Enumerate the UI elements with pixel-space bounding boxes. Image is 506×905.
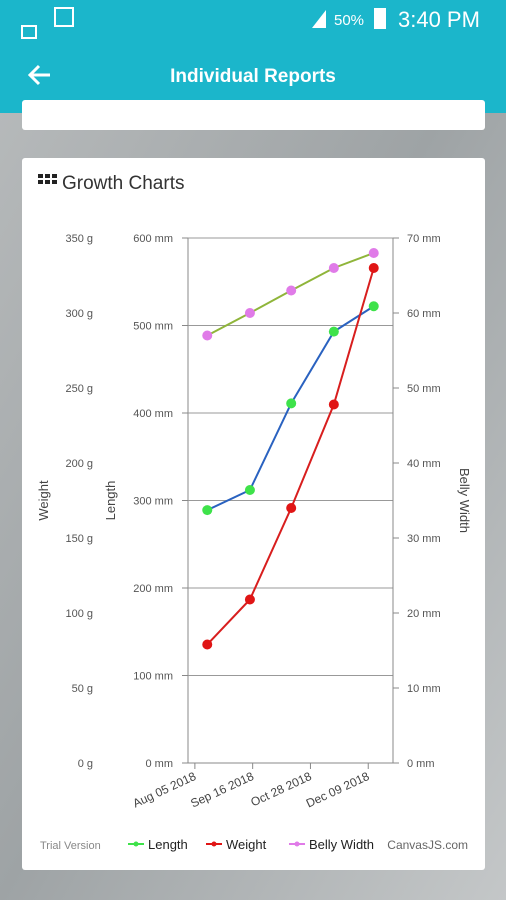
- y-tick-label: 0 g: [78, 758, 93, 770]
- y-tick-label: 100 g: [65, 608, 93, 620]
- card: [22, 100, 485, 130]
- y-tick-label: 10 mm: [407, 683, 441, 695]
- data-point: [286, 503, 297, 513]
- legend-swatch: [294, 841, 300, 847]
- data-point: [244, 308, 255, 318]
- y-tick-label: 20 mm: [407, 608, 441, 620]
- data-point: [286, 285, 297, 296]
- y-tick-label: 500 mm: [133, 321, 173, 333]
- y-tick-label: 50 g: [72, 683, 93, 695]
- y-tick-label: 70 mm: [407, 233, 441, 245]
- legend-label: Belly Width: [309, 837, 374, 852]
- battery-icon: [374, 8, 386, 29]
- y-tick-label: 30 mm: [407, 533, 441, 545]
- legend-swatch: [211, 841, 217, 847]
- y-tick-label: 0 mm: [407, 758, 435, 770]
- card-title: Growth Charts: [62, 173, 184, 194]
- signal-icon: [312, 10, 326, 28]
- y-tick-label: 300 g: [65, 308, 93, 320]
- y-tick-label: 400 mm: [133, 408, 173, 420]
- clock: 3:40 PM: [398, 7, 480, 32]
- data-point: [328, 263, 339, 273]
- data-point: [368, 248, 379, 258]
- status-icon: [21, 25, 37, 39]
- credit: CanvasJS.com: [387, 838, 468, 852]
- data-point: [328, 326, 339, 337]
- grid-icon: [38, 174, 57, 184]
- back-button[interactable]: [27, 64, 50, 86]
- y-tick-label: 50 mm: [407, 383, 441, 395]
- axis-title: Length: [103, 481, 118, 521]
- y-tick-label: 350 g: [65, 233, 93, 245]
- legend-label: Weight: [226, 837, 267, 852]
- y-tick-label: 150 g: [65, 533, 93, 545]
- data-point: [368, 263, 379, 273]
- credit: Trial Version: [40, 840, 101, 852]
- battery-text: 50%: [334, 12, 364, 29]
- data-point: [244, 594, 255, 605]
- status-icon: [54, 7, 74, 27]
- data-point: [202, 639, 213, 650]
- y-tick-label: 300 mm: [133, 496, 173, 508]
- data-point: [202, 505, 213, 516]
- page-title: Individual Reports: [170, 66, 336, 87]
- y-tick-label: 250 g: [65, 383, 93, 395]
- y-tick-label: 0 mm: [146, 758, 174, 770]
- axis-title: Weight: [36, 480, 51, 521]
- y-tick-label: 200 mm: [133, 583, 173, 595]
- y-tick-label: 60 mm: [407, 308, 441, 320]
- legend-label: Length: [148, 837, 188, 852]
- y-tick-label: 40 mm: [407, 458, 441, 470]
- data-point: [328, 399, 339, 410]
- data-point: [244, 485, 255, 495]
- legend-swatch: [133, 841, 139, 847]
- axis-title: Belly Width: [457, 468, 472, 533]
- data-point: [202, 330, 213, 341]
- y-tick-label: 100 mm: [133, 671, 173, 683]
- data-point: [368, 301, 379, 312]
- y-tick-label: 600 mm: [133, 233, 173, 245]
- app-bar: [0, 0, 506, 113]
- y-tick-label: 200 g: [65, 458, 93, 470]
- data-point: [286, 398, 297, 409]
- card: [22, 158, 485, 870]
